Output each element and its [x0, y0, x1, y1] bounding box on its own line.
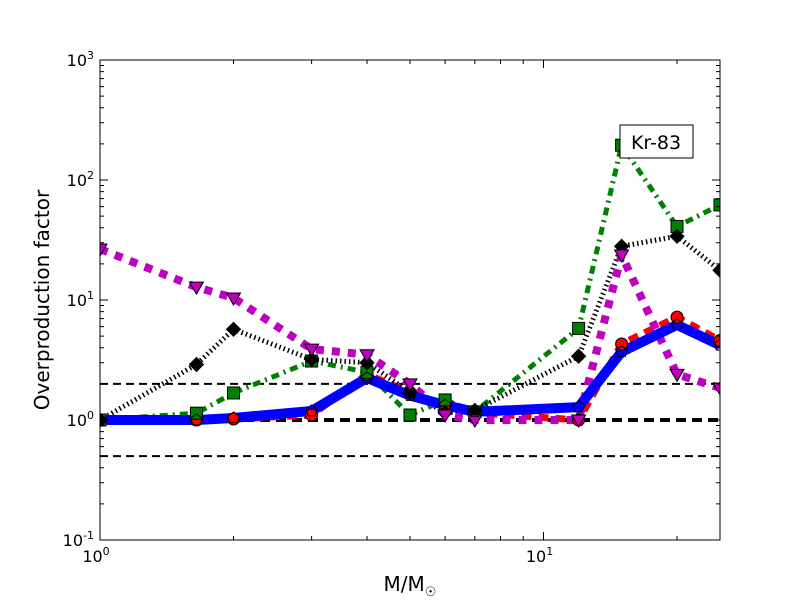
- data-point-magenta-triangles: [225, 292, 242, 306]
- data-point-red-circles: [713, 333, 720, 347]
- data-point-black-diamonds: [303, 351, 320, 368]
- data-point-red-circles: [670, 310, 684, 324]
- data-point-green-squares: [403, 408, 417, 422]
- y-tick-label: 103: [67, 49, 94, 70]
- y-tick-label: 102: [67, 169, 94, 190]
- data-point-blue-pentagons: [615, 345, 628, 358]
- y-tick-label: 10-1: [63, 529, 94, 550]
- data-point-black-diamonds: [669, 228, 685, 244]
- data-point-blue-pentagons: [100, 413, 107, 426]
- data-point-blue-pentagons: [227, 411, 240, 424]
- data-point-black-diamonds: [359, 355, 375, 371]
- data-point-green-squares: [713, 198, 720, 212]
- data-point-magenta-triangles: [669, 368, 685, 383]
- x-axis-label: M/M☉: [384, 572, 437, 600]
- data-point-blue-pentagons: [305, 404, 318, 417]
- x-tick-label: 100: [82, 545, 109, 566]
- data-point-magenta-triangles: [188, 281, 205, 296]
- series-line-blue-pentagons: [100, 319, 720, 425]
- annotation-box: Kr-83: [619, 124, 694, 159]
- data-point-blue-pentagons: [670, 318, 684, 331]
- data-point-black-diamonds: [712, 262, 720, 278]
- data-point-green-squares: [438, 393, 452, 407]
- data-point-magenta-triangles: [570, 414, 587, 428]
- data-point-blue-pentagons: [403, 388, 417, 401]
- data-point-blue-pentagons: [438, 398, 452, 411]
- data-point-black-diamonds: [188, 356, 205, 373]
- data-point-blue-pentagons: [572, 400, 585, 413]
- y-tick-label: 100: [67, 409, 94, 430]
- annotation-label: Kr-83: [631, 132, 681, 154]
- data-point-green-squares: [572, 321, 586, 335]
- data-point-magenta-triangles: [613, 249, 630, 264]
- data-point-black-diamonds: [225, 321, 242, 338]
- data-point-green-squares: [227, 386, 241, 400]
- y-axis-label: Overproduction factor: [30, 189, 54, 410]
- data-point-blue-pentagons: [360, 371, 374, 384]
- data-point-magenta-triangles: [359, 349, 375, 363]
- data-point-magenta-triangles: [466, 414, 483, 428]
- data-point-black-diamonds: [402, 384, 418, 401]
- data-point-red-circles: [305, 408, 319, 422]
- y-tick-label: 101: [67, 289, 94, 310]
- data-point-red-circles: [227, 412, 241, 426]
- x-tick-label: 101: [526, 545, 553, 566]
- data-point-black-diamonds: [570, 348, 587, 364]
- data-point-blue-pentagons: [713, 338, 720, 351]
- data-point-red-circles: [615, 337, 629, 351]
- data-point-magenta-triangles: [712, 382, 720, 396]
- data-point-blue-pentagons: [190, 413, 203, 426]
- data-point-magenta-triangles: [100, 243, 108, 258]
- series-line-magenta-triangles: [100, 245, 720, 424]
- data-point-blue-pentagons: [468, 405, 482, 418]
- data-point-magenta-triangles: [303, 343, 320, 358]
- data-point-magenta-triangles: [402, 378, 418, 392]
